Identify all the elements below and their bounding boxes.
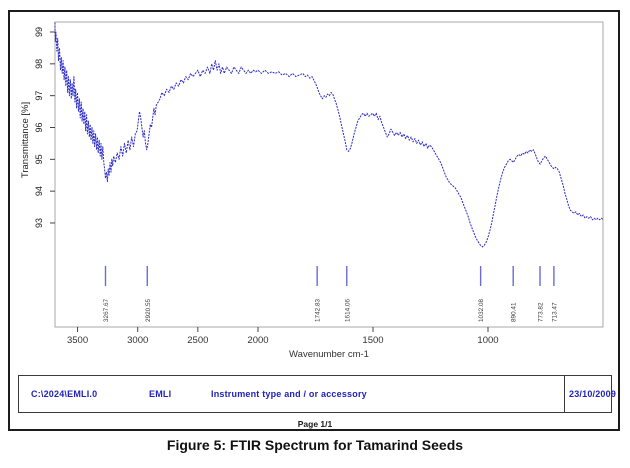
x-tick-label: 3500 [67, 335, 88, 346]
peak-wavenumber-label: 1032.08 [478, 298, 485, 322]
peak-annotations: 3267.67 2920.55 1742.83 1614.06 1032.08 890.4… [103, 266, 558, 322]
y-tick-label: 99 [34, 27, 44, 37]
peak-wavenumber-label: 2920.55 [145, 298, 152, 322]
figure-caption: Figure 5: FTIR Spectrum for Tamarind See… [166, 437, 464, 453]
footer-cell-divider [564, 376, 565, 412]
peak-wavenumber-label: 890.41 [511, 302, 518, 322]
y-tick-label: 95 [34, 154, 44, 164]
spectrum-file-path: C:\2024\EMLI.0 [31, 389, 98, 399]
y-axis: 99 98 97 96 95 94 93 Transmittance [%] [20, 27, 55, 228]
instrument-type-text: Instrument type and / or accessory [211, 389, 367, 399]
measurement-date: 23/10/2009 [569, 389, 617, 399]
y-tick-label: 93 [34, 218, 44, 228]
x-axis: 3500 3000 2500 2000 1500 1000 Wavenumber cm-1 [67, 327, 499, 360]
x-tick-label: 2500 [187, 335, 208, 346]
y-tick-label: 97 [34, 91, 44, 101]
x-tick-label: 1000 [477, 335, 498, 346]
peak-wavenumber-label: 773.82 [538, 302, 545, 322]
sample-id: EMLI [149, 389, 172, 399]
peak-wavenumber-label: 1614.06 [344, 298, 351, 322]
report-footer-bar: C:\2024\EMLI.0 EMLI Instrument type and … [18, 375, 617, 413]
plot-frame [54, 21, 604, 328]
page-number-label: Page 1/1 [297, 419, 333, 429]
peak-wavenumber-label: 713.47 [551, 302, 558, 322]
x-tick-label: 3000 [127, 335, 148, 346]
x-tick-label: 2000 [247, 335, 268, 346]
x-tick-label: 1500 [362, 335, 383, 346]
y-tick-label: 94 [34, 186, 44, 196]
y-axis-title: Transmittance [%] [20, 102, 31, 178]
peak-wavenumber-label: 3267.67 [103, 298, 110, 322]
x-axis-title: Wavenumber cm-1 [289, 349, 369, 360]
y-tick-label: 98 [34, 59, 44, 69]
y-tick-label: 96 [34, 122, 44, 132]
spectrum-curve [54, 22, 604, 248]
peak-wavenumber-label: 1742.83 [315, 298, 322, 322]
